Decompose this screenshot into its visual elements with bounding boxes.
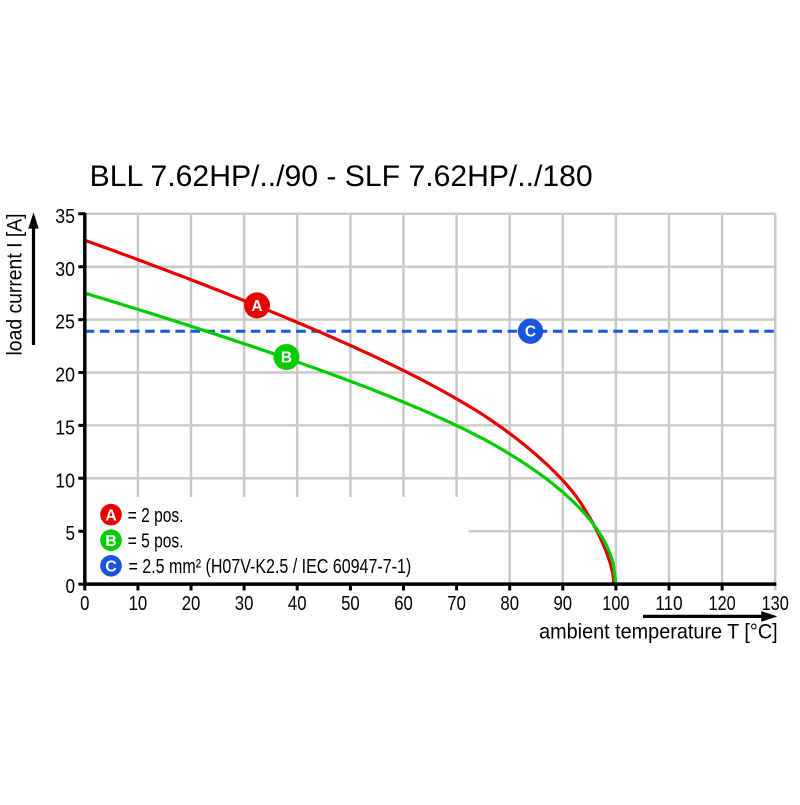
svg-text:40: 40	[288, 593, 307, 615]
svg-text:B: B	[105, 533, 117, 550]
svg-text:C: C	[525, 324, 536, 341]
svg-text:130: 130	[762, 593, 789, 615]
svg-text:0: 0	[66, 576, 76, 598]
svg-text:50: 50	[341, 593, 360, 615]
svg-text:= 2 pos.: = 2 pos.	[128, 505, 184, 527]
svg-text:ambient temperature T [°C]: ambient temperature T [°C]	[539, 620, 778, 644]
svg-text:load current I [A]: load current I [A]	[3, 214, 27, 356]
svg-text:C: C	[105, 559, 117, 576]
svg-text:10: 10	[129, 593, 148, 615]
svg-text:20: 20	[55, 365, 75, 387]
svg-text:120: 120	[709, 593, 736, 615]
svg-text:60: 60	[394, 593, 413, 615]
svg-text:25: 25	[55, 312, 75, 334]
svg-text:0: 0	[80, 593, 89, 615]
svg-text:5: 5	[66, 523, 76, 545]
svg-text:A: A	[105, 507, 117, 524]
svg-text:30: 30	[235, 593, 254, 615]
svg-text:= 5 pos.: = 5 pos.	[128, 531, 184, 553]
svg-text:B: B	[281, 350, 292, 367]
svg-text:35: 35	[55, 206, 75, 228]
svg-text:70: 70	[447, 593, 466, 615]
svg-text:90: 90	[554, 593, 573, 615]
svg-text:A: A	[251, 298, 262, 315]
svg-text:110: 110	[655, 593, 682, 615]
svg-text:80: 80	[500, 593, 519, 615]
svg-text:10: 10	[55, 470, 75, 492]
svg-text:15: 15	[55, 417, 75, 439]
svg-text:30: 30	[55, 259, 75, 281]
svg-text:100: 100	[602, 593, 629, 615]
svg-text:BLL 7.62HP/../90 - SLF 7.62HP/: BLL 7.62HP/../90 - SLF 7.62HP/../180	[90, 160, 593, 193]
svg-text:= 2.5 mm² (H07V-K2.5 / IEC 609: = 2.5 mm² (H07V-K2.5 / IEC 60947-7-1)	[129, 556, 412, 578]
svg-text:20: 20	[182, 593, 201, 615]
